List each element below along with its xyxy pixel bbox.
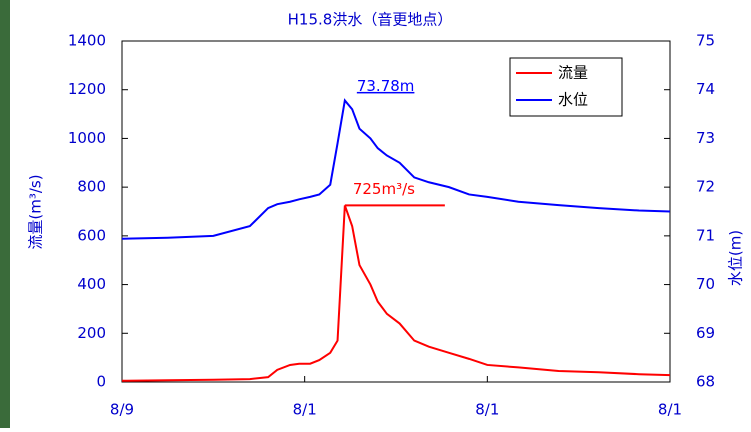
y2-tick-label: 74 bbox=[696, 80, 715, 98]
y2-tick-label: 69 bbox=[696, 324, 715, 342]
y2-tick-label: 75 bbox=[696, 32, 715, 50]
chart-title: H15.8洪水（音更地点） bbox=[288, 11, 453, 29]
y-tick-label: 600 bbox=[77, 226, 106, 244]
x-tick-label: 8/9 bbox=[110, 401, 134, 419]
y-tick-label: 1200 bbox=[68, 80, 106, 98]
legend-label: 水位 bbox=[558, 91, 588, 109]
y-tick-label: 800 bbox=[77, 178, 106, 196]
legend-label: 流量 bbox=[558, 64, 588, 82]
series-line bbox=[122, 100, 670, 238]
y2-tick-label: 71 bbox=[696, 226, 715, 244]
x-tick-label: 8/1 bbox=[475, 401, 499, 419]
y2-tick-label: 72 bbox=[696, 178, 715, 196]
y2-tick-label: 70 bbox=[696, 275, 715, 293]
x-tick-label: 8/1 bbox=[293, 401, 317, 419]
y2-axis-label: 水位(m) bbox=[727, 230, 745, 286]
y-tick-label: 1400 bbox=[68, 32, 106, 50]
series-line bbox=[122, 205, 670, 380]
annotation: 73.78m bbox=[357, 77, 415, 95]
background-strip bbox=[0, 0, 10, 428]
annotation: 725m³/s bbox=[353, 180, 415, 198]
y-axis-label: 流量(m³/s) bbox=[27, 174, 45, 249]
y2-tick-label: 68 bbox=[696, 373, 715, 391]
x-tick-label: 8/1 bbox=[658, 401, 682, 419]
chart: H15.8洪水（音更地点） 流量(m³/s) 水位(m) 0 200 400 600 8… bbox=[0, 0, 751, 428]
y-tick-label: 200 bbox=[77, 324, 106, 342]
y-tick-label: 0 bbox=[96, 373, 106, 391]
y-tick-label: 400 bbox=[77, 275, 106, 293]
y-tick-label: 1000 bbox=[68, 129, 106, 147]
y2-tick-label: 73 bbox=[696, 129, 715, 147]
